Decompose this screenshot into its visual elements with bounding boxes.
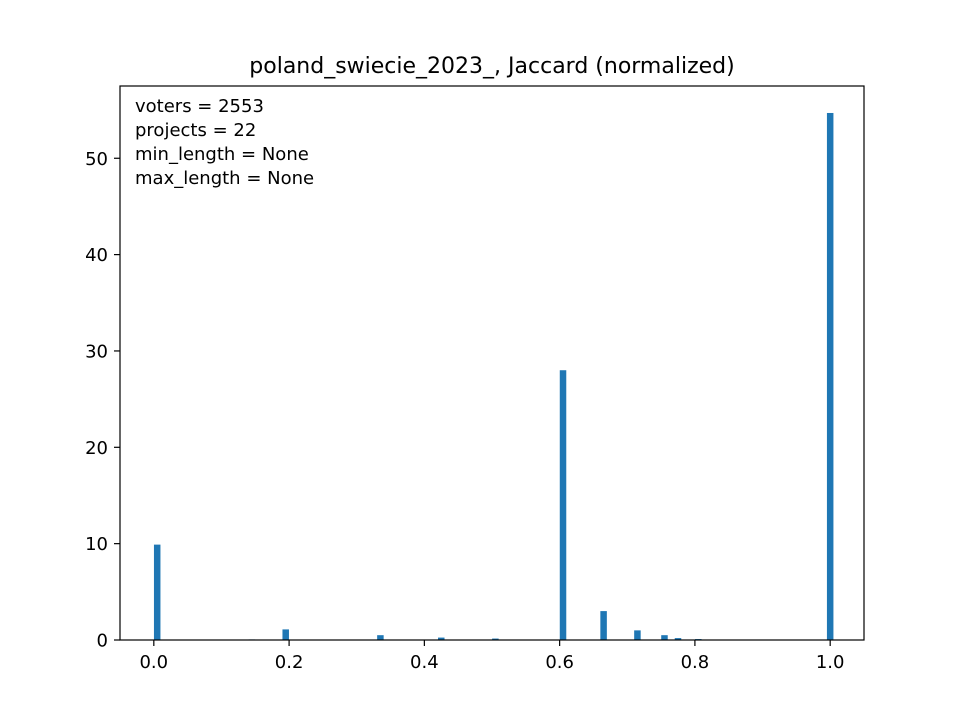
- x-axis-ticks: 0.0 0.2 0.4 0.6 0.8 1.0: [139, 640, 845, 673]
- histogram-bar: [438, 637, 445, 640]
- x-tick-label: 1.0: [816, 652, 845, 673]
- histogram-bar: [492, 638, 499, 640]
- y-tick-label: 40: [85, 245, 108, 266]
- histogram-bar: [282, 629, 289, 640]
- y-tick-label: 10: [85, 534, 108, 555]
- x-tick-label: 0.2: [275, 652, 304, 673]
- y-tick-label: 20: [85, 438, 108, 459]
- histogram-bar: [377, 635, 384, 640]
- histogram-bar: [153, 544, 161, 640]
- histogram-bar: [826, 112, 834, 641]
- plot-frame: [119, 85, 865, 641]
- histogram-bar: [559, 370, 567, 640]
- x-tick-label: 0.0: [139, 652, 168, 673]
- histogram-bar: [634, 630, 641, 640]
- annotation-line: projects = 22: [135, 120, 256, 141]
- y-tick-label: 0: [97, 631, 108, 652]
- annotation-line: max_length = None: [135, 168, 314, 189]
- y-tick-label: 50: [85, 149, 108, 170]
- chart-title: poland_swiecie_2023_, Jaccard (normalize…: [249, 54, 734, 79]
- y-axis-ticks: 0 10 20 30 40 50: [85, 149, 120, 652]
- annotation-block: voters = 2553 projects = 22 min_length = N…: [135, 96, 314, 189]
- x-tick-label: 0.8: [681, 652, 710, 673]
- x-tick-label: 0.4: [410, 652, 439, 673]
- histogram-bar: [661, 635, 668, 640]
- histogram-bar: [674, 638, 682, 640]
- y-tick-label: 30: [85, 341, 108, 362]
- x-tick-label: 0.6: [545, 652, 574, 673]
- histogram-bar: [600, 611, 607, 640]
- annotation-line: min_length = None: [135, 144, 309, 165]
- annotation-line: voters = 2553: [135, 96, 264, 117]
